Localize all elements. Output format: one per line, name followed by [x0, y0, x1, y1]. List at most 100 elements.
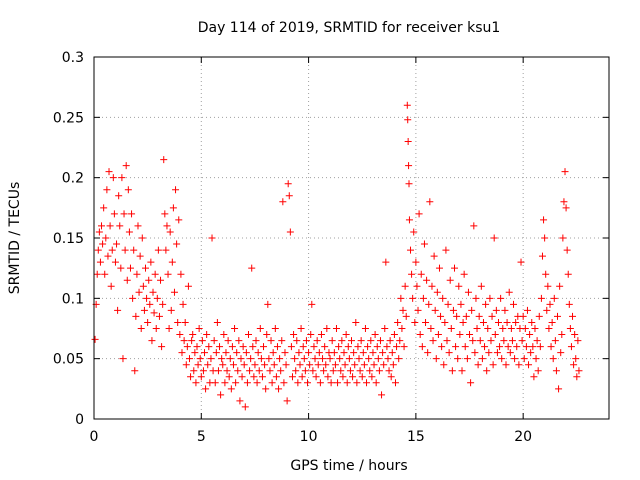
- data-point: [511, 355, 519, 363]
- data-point: [550, 294, 558, 302]
- data-point: [221, 379, 229, 387]
- data-point: [469, 337, 477, 345]
- data-point: [352, 318, 360, 326]
- data-point: [391, 379, 399, 387]
- data-point: [374, 355, 382, 363]
- data-point: [102, 234, 110, 242]
- data-point: [308, 300, 316, 308]
- data-point: [529, 343, 537, 351]
- data-point: [320, 367, 328, 375]
- data-point: [513, 343, 521, 351]
- data-point: [103, 186, 111, 194]
- data-point: [224, 337, 232, 345]
- data-point: [306, 361, 314, 369]
- data-point: [470, 222, 478, 230]
- data-point: [521, 325, 529, 332]
- data-point: [331, 361, 339, 369]
- data-point: [442, 246, 450, 254]
- data-point: [405, 216, 413, 224]
- data-point: [389, 361, 397, 369]
- data-point: [566, 325, 574, 332]
- data-point: [551, 337, 559, 345]
- data-point: [427, 325, 435, 332]
- data-point: [125, 228, 133, 236]
- data-point: [166, 228, 174, 236]
- data-point: [178, 349, 186, 357]
- data-point: [356, 367, 364, 375]
- data-point: [312, 373, 320, 381]
- data-point: [168, 258, 176, 266]
- data-point: [527, 349, 535, 357]
- data-point: [138, 234, 146, 242]
- data-point: [175, 216, 183, 224]
- data-point: [106, 222, 114, 230]
- data-point: [180, 337, 188, 345]
- data-point: [554, 312, 561, 320]
- data-point: [388, 349, 396, 357]
- data-point: [246, 367, 254, 375]
- data-point: [486, 294, 494, 302]
- data-point: [326, 355, 334, 363]
- data-point: [526, 331, 534, 339]
- data-point: [119, 355, 127, 363]
- data-point: [536, 343, 544, 351]
- y-tick-label: 0.2: [62, 171, 84, 187]
- data-point: [544, 282, 552, 290]
- data-point: [357, 337, 365, 345]
- data-point: [258, 373, 266, 381]
- data-point: [381, 325, 389, 332]
- data-point: [387, 373, 395, 381]
- data-point: [158, 343, 166, 351]
- data-point: [571, 331, 579, 339]
- data-point: [499, 325, 507, 332]
- data-point: [148, 337, 156, 345]
- data-point: [236, 397, 244, 405]
- data-point: [275, 385, 283, 393]
- data-point: [129, 294, 137, 302]
- data-point: [234, 367, 242, 375]
- data-point: [507, 325, 515, 332]
- data-point: [142, 264, 149, 272]
- data-point: [534, 367, 542, 375]
- data-point: [145, 276, 153, 284]
- data-point: [263, 331, 271, 339]
- data-point: [150, 309, 158, 317]
- data-point: [131, 367, 139, 375]
- data-point: [214, 367, 222, 375]
- data-point: [494, 318, 502, 326]
- data-point: [218, 355, 226, 363]
- data-point: [346, 367, 354, 375]
- data-point: [335, 343, 343, 351]
- data-point: [405, 180, 413, 188]
- data-point: [375, 367, 383, 375]
- data-point: [461, 343, 469, 351]
- data-point: [365, 355, 373, 363]
- data-point: [528, 318, 536, 326]
- data-point: [395, 355, 403, 363]
- data-point: [512, 318, 520, 326]
- data-point: [378, 391, 386, 399]
- data-point: [278, 337, 286, 345]
- data-point: [176, 331, 184, 339]
- data-point: [342, 331, 350, 339]
- data-point: [493, 349, 501, 357]
- data-point: [111, 258, 119, 266]
- data-point: [339, 373, 347, 381]
- data-point: [190, 367, 198, 375]
- data-point: [261, 361, 269, 369]
- data-point: [316, 379, 324, 387]
- data-point: [91, 335, 99, 343]
- data-point: [366, 367, 374, 375]
- data-point: [157, 276, 165, 284]
- data-point: [417, 270, 425, 278]
- data-point: [232, 379, 240, 387]
- data-point: [433, 288, 441, 296]
- data-point: [101, 270, 109, 278]
- data-point: [262, 385, 270, 393]
- data-point: [227, 385, 235, 393]
- data-point: [334, 379, 342, 387]
- data-point: [385, 367, 393, 375]
- data-point: [402, 312, 410, 320]
- data-point: [151, 270, 159, 278]
- data-point: [523, 306, 531, 314]
